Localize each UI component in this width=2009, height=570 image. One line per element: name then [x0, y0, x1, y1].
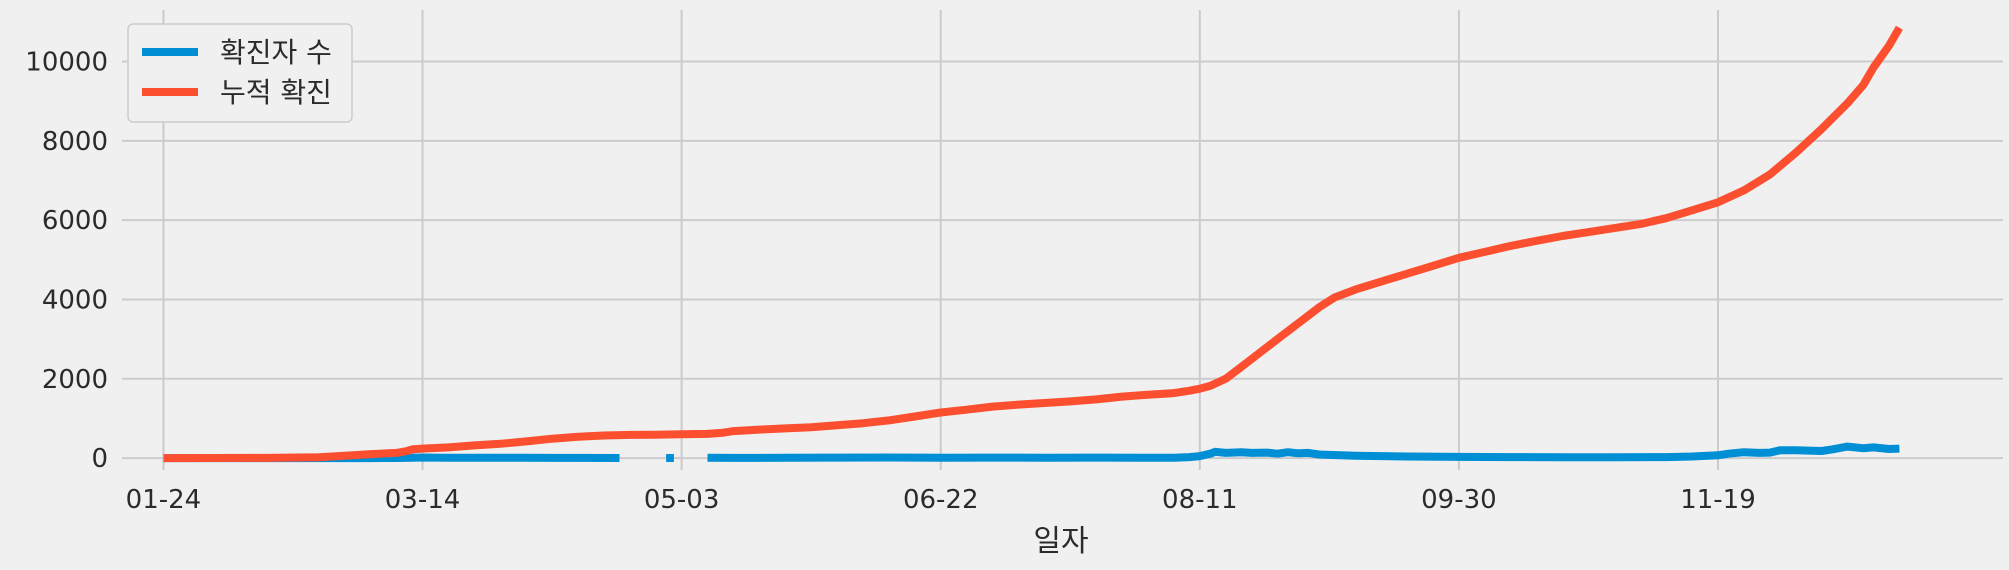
y-tick-label: 8000: [42, 127, 108, 157]
legend-label-cumulative: 누적 확진: [220, 76, 332, 109]
series-lines: [163, 25, 1903, 463]
x-tick-label: 11-19: [1680, 485, 1756, 515]
legend-label-confirmed: 확진자 수: [220, 36, 332, 69]
grid-lines: [122, 10, 2003, 470]
series-line-confirmed: [707, 442, 1900, 462]
x-tick-labels: 01-24 03-14 05-03 06-22 08-11 09-30 11-19: [126, 485, 1756, 515]
x-axis-label: 일자: [1033, 524, 1088, 559]
x-tick-label: 09-30: [1421, 485, 1497, 515]
series-line-cumulative: [163, 25, 1903, 463]
x-tick-label: 06-22: [903, 485, 979, 515]
y-tick-label: 6000: [42, 206, 108, 236]
x-tick-label: 01-24: [126, 485, 202, 515]
y-tick-label: 10000: [25, 48, 108, 78]
legend: 확진자 수 누적 확진: [127, 23, 353, 123]
x-tick-label: 08-11: [1162, 485, 1238, 515]
y-tick-labels: 0 2000 4000 6000 8000 10000: [25, 48, 108, 475]
x-tick-label: 03-14: [385, 485, 461, 515]
y-tick-label: 4000: [42, 285, 108, 315]
y-tick-label: 0: [91, 444, 108, 474]
x-tick-label: 05-03: [644, 485, 720, 515]
y-tick-label: 2000: [42, 365, 108, 395]
